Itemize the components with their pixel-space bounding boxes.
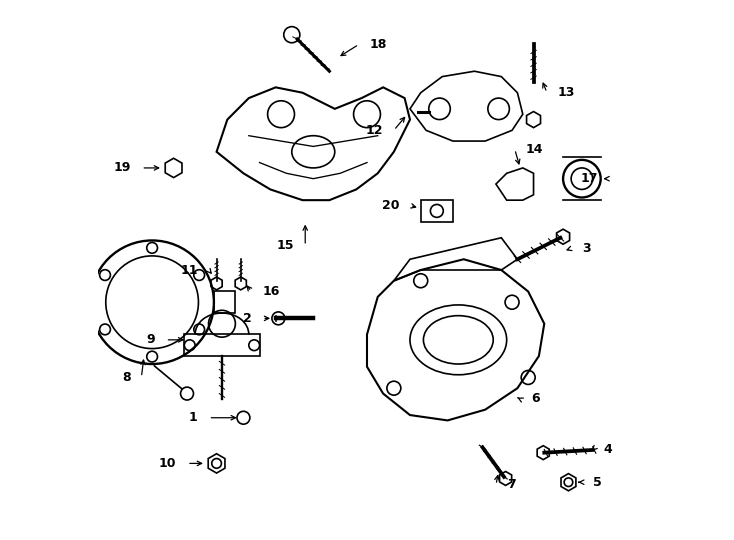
Text: 3: 3 (582, 242, 591, 255)
Text: 13: 13 (558, 86, 575, 99)
Text: 14: 14 (526, 143, 543, 156)
Text: 10: 10 (159, 457, 176, 470)
Text: 2: 2 (243, 312, 252, 325)
Text: 20: 20 (382, 199, 399, 212)
Text: 11: 11 (181, 264, 197, 276)
Text: 6: 6 (531, 393, 539, 406)
Text: 9: 9 (146, 333, 155, 346)
Text: 8: 8 (122, 371, 131, 384)
Text: 12: 12 (366, 124, 383, 137)
Text: 1: 1 (189, 411, 197, 424)
Text: 17: 17 (581, 172, 598, 185)
Text: 4: 4 (603, 443, 612, 456)
Text: 19: 19 (113, 161, 131, 174)
Text: 5: 5 (592, 476, 601, 489)
Bar (421, 200, 453, 221)
Text: 16: 16 (262, 285, 280, 298)
Circle shape (284, 26, 300, 43)
FancyArrowPatch shape (154, 366, 182, 389)
Text: 15: 15 (277, 239, 294, 252)
Text: 7: 7 (506, 478, 515, 491)
Text: 18: 18 (370, 38, 387, 51)
